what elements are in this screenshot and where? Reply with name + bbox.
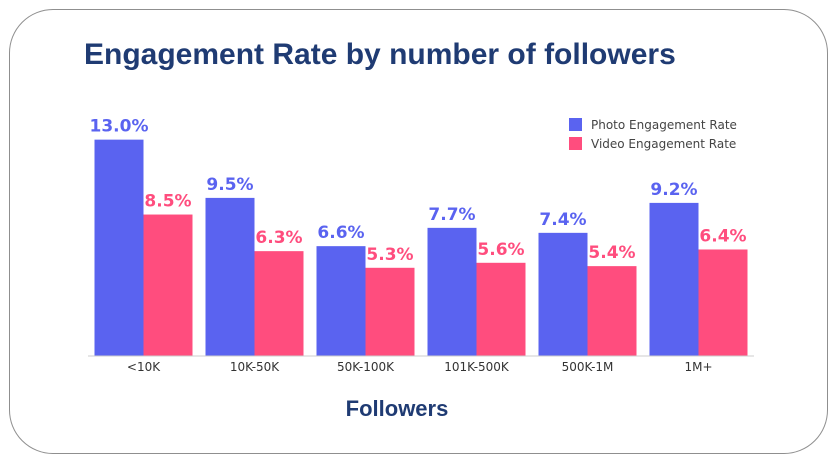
legend-swatch-photo — [569, 118, 582, 131]
bar-photo-1 — [205, 197, 255, 356]
bar-video-1 — [254, 251, 304, 356]
x-tick-label-3: 101K-500K — [444, 360, 510, 374]
bar-video-0 — [143, 214, 193, 356]
bar-video-5 — [698, 249, 748, 356]
bar-photo-2 — [316, 246, 366, 356]
legend-swatch-video — [569, 137, 582, 150]
x-tick-label-2: 50K-100K — [337, 360, 395, 374]
x-tick-label-4: 500K-1M — [562, 360, 614, 374]
data-label-photo-3: 7.7% — [428, 205, 475, 225]
bar-photo-5 — [649, 202, 699, 356]
data-label-video-0: 8.5% — [144, 192, 191, 212]
legend-label-video: Video Engagement Rate — [591, 137, 736, 151]
chart-title: Engagement Rate by number of followers — [84, 38, 676, 71]
data-label-photo-5: 9.2% — [650, 180, 697, 200]
data-label-video-1: 6.3% — [255, 228, 302, 248]
x-tick-label-1: 10K-50K — [230, 360, 280, 374]
bar-photo-0 — [94, 139, 144, 356]
bar-video-4 — [587, 266, 637, 356]
bar-photo-4 — [538, 232, 588, 356]
bar-video-2 — [365, 267, 415, 356]
bar-video-3 — [476, 262, 526, 356]
data-label-photo-2: 6.6% — [317, 223, 364, 243]
data-label-photo-0: 13.0% — [90, 117, 149, 137]
data-label-video-2: 5.3% — [366, 245, 413, 265]
data-label-video-5: 6.4% — [699, 226, 746, 246]
x-axis-title: Followers — [346, 396, 449, 421]
data-label-photo-4: 7.4% — [539, 210, 586, 230]
data-label-video-3: 5.6% — [477, 240, 524, 260]
data-label-video-4: 5.4% — [588, 243, 635, 263]
x-tick-label-5: 1M+ — [684, 360, 712, 374]
legend-label-photo: Photo Engagement Rate — [591, 118, 737, 132]
data-label-photo-1: 9.5% — [206, 175, 253, 195]
bar-photo-3 — [427, 227, 477, 356]
x-tick-label-0: <10K — [127, 360, 161, 374]
